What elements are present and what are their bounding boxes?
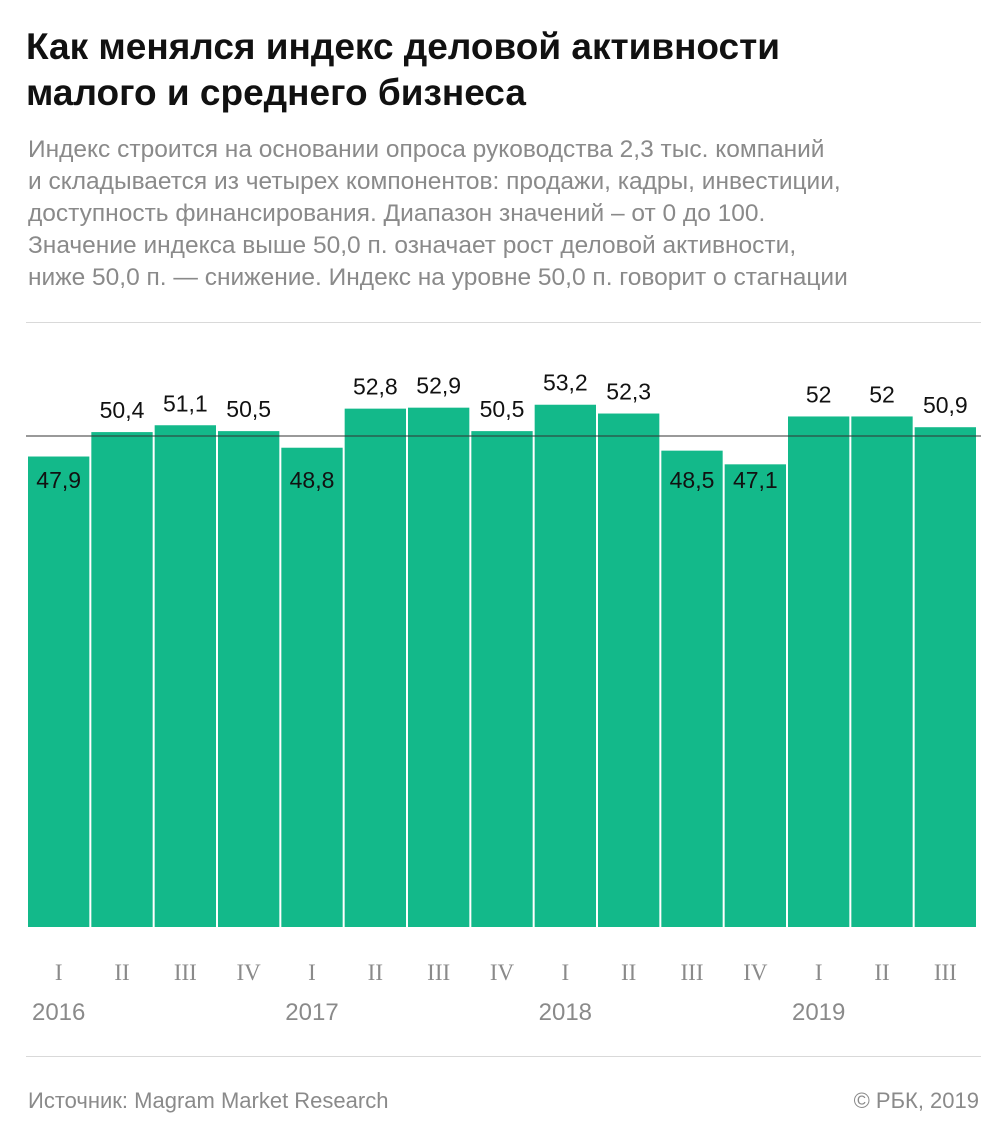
value-label: 52 bbox=[806, 381, 832, 407]
value-label: 53,2 bbox=[543, 370, 588, 396]
quarter-tick-label: I bbox=[561, 960, 569, 985]
subtitle: Индекс строится на основании опроса руко… bbox=[28, 134, 988, 294]
bar bbox=[851, 416, 913, 927]
subtitle-line: ниже 50,0 п. — снижение. Индекс на уровн… bbox=[28, 264, 848, 291]
bar bbox=[344, 408, 406, 927]
subtitle-line: и складывается из четырех компонентов: п… bbox=[28, 168, 841, 195]
quarter-tick-label: III bbox=[681, 960, 704, 985]
bar bbox=[218, 431, 280, 927]
title-line-1: Как менялся индекс деловой активности bbox=[26, 26, 780, 67]
title-line-2: малого и среднего бизнеса bbox=[26, 72, 526, 113]
bar bbox=[724, 464, 786, 927]
quarter-tick-label: III bbox=[427, 960, 450, 985]
quarter-tick-label: I bbox=[815, 960, 823, 985]
year-label: 2018 bbox=[539, 999, 592, 1026]
quarter-tick-label: III bbox=[174, 960, 197, 985]
value-label: 50,5 bbox=[226, 396, 271, 422]
title: Как менялся индекс деловой активности ма… bbox=[26, 24, 986, 116]
subtitle-line: Индекс строится на основании опроса руко… bbox=[28, 136, 825, 163]
year-label: 2016 bbox=[32, 999, 85, 1026]
quarter-tick-label: IV bbox=[237, 960, 262, 985]
quarter-tick-label: II bbox=[621, 960, 636, 985]
value-label: 52,9 bbox=[416, 373, 461, 399]
year-label: 2019 bbox=[792, 999, 845, 1026]
value-label: 50,9 bbox=[923, 392, 968, 418]
value-label: 47,9 bbox=[36, 467, 81, 493]
bar bbox=[598, 413, 660, 927]
source-note: Источник: Magram Market Research bbox=[28, 1088, 389, 1113]
value-label: 51,1 bbox=[163, 390, 208, 416]
bar bbox=[154, 425, 216, 927]
value-label: 48,8 bbox=[290, 467, 335, 493]
bar bbox=[91, 432, 153, 927]
value-label: 48,5 bbox=[670, 467, 715, 493]
bar bbox=[408, 407, 470, 927]
value-label: 52,8 bbox=[353, 374, 398, 400]
subtitle-line: доступность финансирования. Диапазон зна… bbox=[28, 200, 766, 227]
value-label: 50,5 bbox=[480, 396, 525, 422]
value-label: 52 bbox=[869, 381, 895, 407]
bottom-divider bbox=[26, 1056, 981, 1057]
bar bbox=[661, 450, 723, 927]
copyright: © РБК, 2019 bbox=[853, 1088, 979, 1113]
top-divider bbox=[26, 322, 981, 323]
subtitle-line: Значение индекса выше 50,0 п. означает р… bbox=[28, 232, 797, 259]
bar bbox=[471, 431, 533, 927]
quarter-tick-label: II bbox=[874, 960, 889, 985]
quarter-tick-label: I bbox=[308, 960, 316, 985]
year-label: 2017 bbox=[285, 999, 338, 1026]
quarter-tick-label: III bbox=[934, 960, 957, 985]
bar-chart: 47,9 50,4 51,1 50,5 48,8 52,8 52,9 50,5 53,2 52,3… bbox=[26, 370, 981, 1026]
quarter-tick-label: IV bbox=[743, 960, 768, 985]
quarter-tick-label: II bbox=[114, 960, 129, 985]
bar bbox=[788, 416, 850, 927]
value-label: 50,4 bbox=[100, 397, 145, 423]
value-label: 47,1 bbox=[733, 467, 778, 493]
bar bbox=[534, 404, 596, 928]
quarter-tick-label: IV bbox=[490, 960, 515, 985]
quarter-tick-label: II bbox=[368, 960, 383, 985]
bar bbox=[914, 427, 976, 927]
bar bbox=[281, 447, 343, 927]
bar bbox=[28, 456, 90, 927]
value-label: 52,3 bbox=[606, 379, 651, 405]
quarter-tick-label: I bbox=[55, 960, 63, 985]
